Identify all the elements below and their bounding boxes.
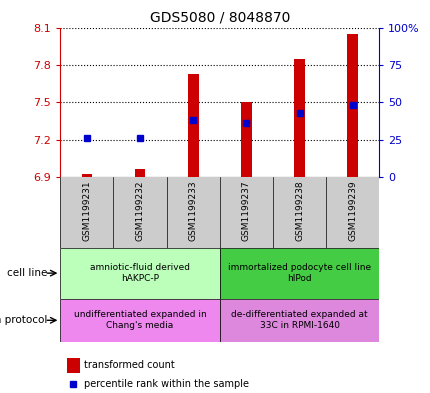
Text: cell line: cell line (7, 268, 47, 278)
Bar (347, 34, 357, 177)
Text: de-differentiated expanded at
33C in RPMI-1640: de-differentiated expanded at 33C in RPM… (231, 310, 367, 331)
Text: GSM1199239: GSM1199239 (347, 180, 356, 241)
Text: GSM1199233: GSM1199233 (188, 180, 197, 241)
Text: undifferentiated expanded in
Chang's media: undifferentiated expanded in Chang's med… (74, 310, 206, 331)
Text: GSM1199231: GSM1199231 (82, 180, 91, 241)
Bar (135, 169, 145, 177)
Bar (81, 174, 92, 177)
Bar (219, 248, 378, 299)
Text: transformed count: transformed count (84, 360, 175, 371)
Text: percentile rank within the sample: percentile rank within the sample (84, 379, 249, 389)
Bar (240, 102, 251, 177)
Bar (60, 248, 219, 299)
Bar (60, 299, 219, 342)
Text: GSM1199232: GSM1199232 (135, 180, 144, 241)
Bar (67, 358, 80, 373)
Text: amniotic-fluid derived
hAKPC-P: amniotic-fluid derived hAKPC-P (90, 263, 190, 283)
Text: immortalized podocyte cell line
hIPod: immortalized podocyte cell line hIPod (227, 263, 370, 283)
Text: GSM1199238: GSM1199238 (295, 180, 303, 241)
Bar (219, 299, 378, 342)
Text: GSM1199237: GSM1199237 (241, 180, 250, 241)
Text: growth protocol: growth protocol (0, 315, 47, 325)
Bar (187, 73, 198, 177)
Title: GDS5080 / 8048870: GDS5080 / 8048870 (149, 11, 289, 25)
Bar (294, 59, 304, 177)
